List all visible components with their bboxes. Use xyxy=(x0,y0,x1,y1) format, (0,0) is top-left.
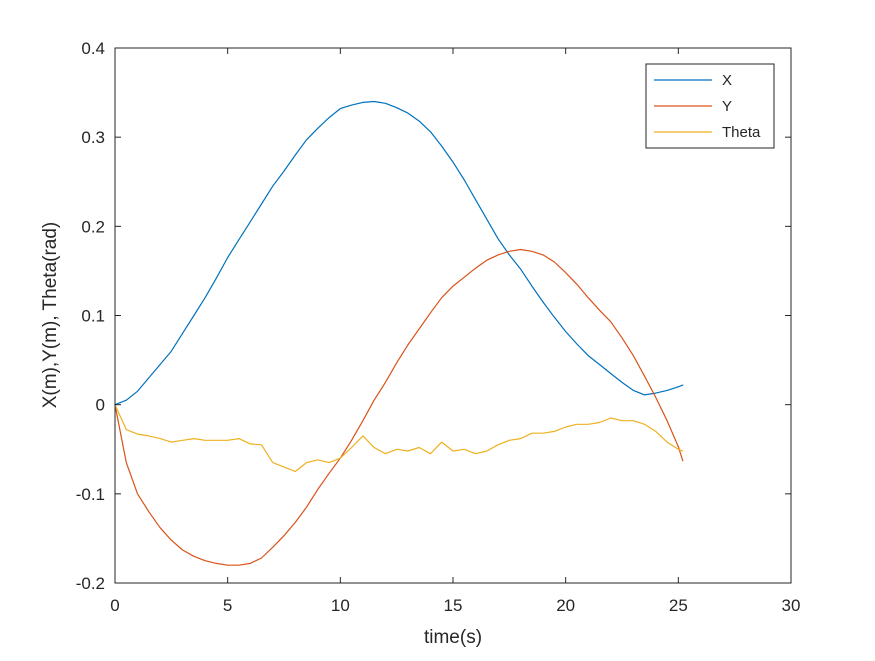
x-tick-label: 20 xyxy=(556,596,575,615)
y-tick-label: 0.3 xyxy=(81,128,105,147)
legend-label-theta: Theta xyxy=(722,124,761,141)
y-tick-label: -0.1 xyxy=(76,485,105,504)
x-tick-label: 30 xyxy=(782,596,801,615)
x-tick-label: 15 xyxy=(444,596,463,615)
series-layer xyxy=(114,100,684,566)
x-tick-label: 5 xyxy=(223,596,232,615)
x-axis-label: time(s) xyxy=(424,627,482,648)
legend-label-x: X xyxy=(722,72,732,89)
series-line-y xyxy=(114,248,684,566)
series-line-x xyxy=(114,100,684,406)
y-tick-label: -0.2 xyxy=(76,574,105,593)
ticks-layer: 0 5 10 15 20 25 30 -0.2 -0.1 0 0.1 0.2 0.3 0.4 xyxy=(76,39,801,615)
y-tick-label: 0 xyxy=(96,396,105,415)
series-line-theta xyxy=(114,404,684,473)
x-tick-label: 25 xyxy=(669,596,688,615)
y-tick-label: 0.1 xyxy=(81,307,105,326)
x-tick-label: 10 xyxy=(331,596,350,615)
y-tick-label: 0.4 xyxy=(81,39,105,58)
legend-label-y: Y xyxy=(722,98,732,115)
x-tick-label: 0 xyxy=(110,596,119,615)
y-axis-label: X(m),Y(m), Theta(rad) xyxy=(40,222,61,409)
legend: XY Theta xyxy=(645,63,775,149)
y-tick-label: 0.2 xyxy=(81,217,105,236)
